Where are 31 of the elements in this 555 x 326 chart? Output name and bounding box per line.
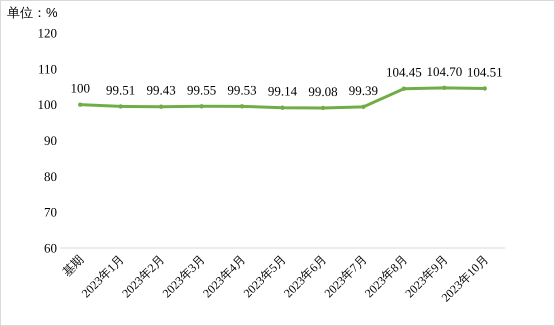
- data-label: 99.51: [106, 82, 136, 98]
- point: [78, 102, 82, 107]
- point: [320, 106, 326, 110]
- point: [402, 86, 406, 91]
- data-label: 99.14: [268, 84, 298, 99]
- y-tick-label: 120: [38, 26, 57, 40]
- data-label: 104.45: [386, 64, 422, 80]
- data-label: 99.55: [186, 82, 216, 98]
- point: [118, 104, 123, 109]
- data-label: 104.51: [466, 64, 503, 80]
- point: [240, 104, 244, 109]
- y-tick-label: 100: [38, 97, 57, 112]
- y-tick-label: 90: [44, 133, 57, 148]
- point: [280, 106, 285, 110]
- point: [199, 104, 204, 108]
- data-label: 99.08: [308, 84, 338, 99]
- point: [442, 86, 447, 90]
- data-label: 104.70: [426, 64, 462, 79]
- y-tick-label: 110: [38, 61, 57, 76]
- point: [482, 86, 487, 91]
- x-tick-label: 基期: [59, 252, 86, 280]
- data-label: 99.43: [146, 82, 176, 98]
- data-label: 100: [70, 80, 90, 96]
- data-label: 99.39: [348, 82, 378, 98]
- y-axis-title: 单位：%: [7, 5, 58, 20]
- point: [361, 104, 366, 110]
- y-tick-label: 70: [44, 204, 57, 220]
- y-tick-label: 60: [44, 240, 57, 256]
- point: [158, 104, 164, 109]
- data-label: 99.53: [227, 82, 257, 98]
- y-tick-label: 80: [44, 168, 57, 184]
